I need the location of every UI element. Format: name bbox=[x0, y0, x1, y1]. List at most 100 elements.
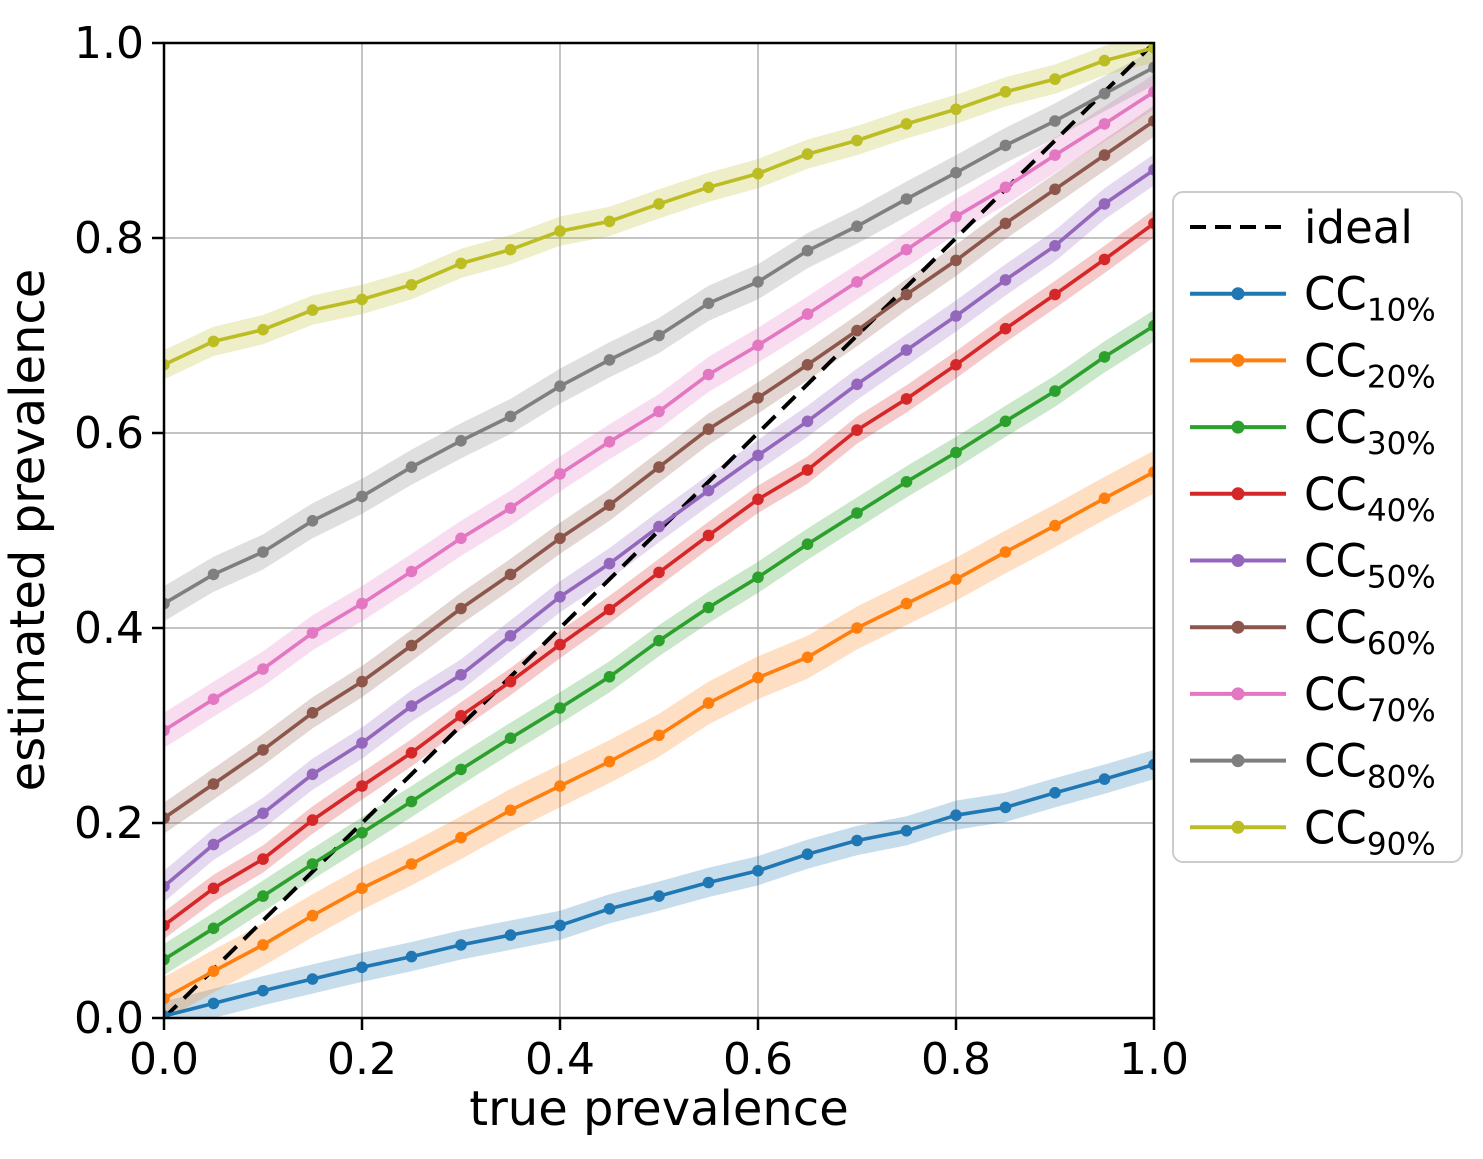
data-point-cc70 bbox=[207, 693, 220, 705]
data-point-cc30 bbox=[702, 601, 715, 614]
data-point-cc60 bbox=[801, 359, 814, 371]
data-point-cc90 bbox=[207, 335, 220, 348]
data-point-cc20 bbox=[405, 858, 418, 870]
legend-label-cc40: CC40% bbox=[1304, 468, 1436, 529]
data-point-cc90 bbox=[950, 103, 962, 116]
data-point-cc10 bbox=[1098, 773, 1111, 785]
data-point-cc50 bbox=[1098, 198, 1111, 210]
data-point-cc40 bbox=[950, 359, 962, 371]
data-point-cc30 bbox=[405, 795, 418, 808]
data-point-cc60 bbox=[603, 499, 616, 511]
data-point-cc90 bbox=[405, 279, 418, 291]
data-point-cc20 bbox=[999, 546, 1012, 558]
data-point-cc90 bbox=[851, 134, 863, 147]
data-point-cc70 bbox=[257, 663, 269, 675]
data-point-cc20 bbox=[1148, 466, 1154, 478]
data-point-cc40 bbox=[801, 464, 814, 476]
legend-marker-cc30 bbox=[1231, 420, 1245, 434]
legend-label-cc80: CC80% bbox=[1304, 735, 1436, 796]
data-point-cc60 bbox=[164, 812, 170, 824]
data-point-cc40 bbox=[164, 919, 170, 932]
data-point-cc70 bbox=[1148, 86, 1154, 98]
data-point-cc50 bbox=[1148, 164, 1154, 176]
data-point-cc80 bbox=[752, 276, 764, 288]
data-point-cc90 bbox=[801, 148, 814, 160]
data-point-cc60 bbox=[554, 532, 566, 545]
data-point-cc10 bbox=[702, 876, 715, 889]
data-point-cc60 bbox=[851, 324, 863, 337]
data-point-cc60 bbox=[950, 254, 962, 267]
data-point-cc90 bbox=[900, 118, 913, 130]
data-point-cc50 bbox=[801, 415, 814, 428]
y-axis-label: estimated prevalence bbox=[0, 269, 56, 792]
data-point-cc40 bbox=[356, 780, 368, 792]
data-point-cc70 bbox=[1098, 118, 1111, 130]
data-point-cc90 bbox=[554, 225, 566, 237]
data-point-cc50 bbox=[752, 449, 764, 462]
data-point-cc80 bbox=[1148, 61, 1154, 74]
data-point-cc10 bbox=[164, 1010, 170, 1018]
data-point-cc20 bbox=[900, 597, 913, 610]
legend-marker-cc60 bbox=[1231, 620, 1245, 634]
data-point-cc50 bbox=[356, 737, 368, 749]
data-point-cc90 bbox=[257, 323, 269, 336]
data-point-cc30 bbox=[504, 732, 517, 744]
legend-marker-cc50 bbox=[1231, 554, 1245, 567]
legend-label-cc90: CC90% bbox=[1304, 801, 1436, 862]
data-point-cc20 bbox=[752, 671, 764, 684]
data-point-cc30 bbox=[257, 890, 269, 902]
data-point-cc40 bbox=[653, 566, 665, 579]
data-point-cc20 bbox=[306, 909, 319, 922]
data-point-cc80 bbox=[702, 297, 715, 310]
data-point-cc30 bbox=[455, 763, 467, 776]
data-point-cc30 bbox=[207, 922, 220, 935]
data-point-cc80 bbox=[653, 329, 665, 342]
y-tick-label: 0.0 bbox=[74, 993, 144, 1044]
data-point-cc20 bbox=[801, 651, 814, 664]
data-point-cc60 bbox=[752, 392, 764, 404]
data-point-cc10 bbox=[1148, 758, 1154, 771]
data-point-cc80 bbox=[1049, 115, 1061, 127]
data-point-cc70 bbox=[900, 243, 913, 256]
data-point-cc70 bbox=[554, 468, 566, 480]
data-point-cc30 bbox=[999, 415, 1012, 428]
data-point-cc20 bbox=[653, 729, 665, 742]
data-point-cc10 bbox=[801, 848, 814, 860]
x-tick-label: 1.0 bbox=[1119, 1034, 1189, 1085]
data-point-cc50 bbox=[207, 838, 220, 851]
data-point-cc40 bbox=[1049, 288, 1061, 301]
data-point-cc70 bbox=[999, 181, 1012, 194]
data-point-cc90 bbox=[653, 198, 665, 210]
data-point-cc70 bbox=[306, 627, 319, 639]
data-point-cc20 bbox=[356, 882, 368, 895]
data-point-cc60 bbox=[653, 461, 665, 473]
data-point-cc50 bbox=[950, 310, 962, 322]
data-point-cc60 bbox=[356, 675, 368, 688]
data-point-cc60 bbox=[1049, 183, 1061, 196]
legend-label-cc30: CC30% bbox=[1304, 401, 1436, 462]
data-point-cc40 bbox=[999, 322, 1012, 335]
data-point-cc10 bbox=[504, 929, 517, 941]
data-point-cc30 bbox=[164, 953, 170, 966]
x-tick-label: 0.8 bbox=[921, 1034, 991, 1085]
data-point-cc50 bbox=[999, 274, 1012, 286]
data-point-cc40 bbox=[1098, 253, 1111, 266]
data-point-cc20 bbox=[554, 780, 566, 792]
data-point-cc20 bbox=[702, 697, 715, 709]
data-point-cc20 bbox=[1098, 492, 1111, 505]
data-point-cc10 bbox=[999, 801, 1012, 814]
data-point-cc90 bbox=[752, 167, 764, 180]
data-point-cc80 bbox=[207, 568, 220, 581]
data-point-cc10 bbox=[356, 961, 368, 974]
data-point-cc10 bbox=[603, 903, 616, 915]
data-point-cc20 bbox=[455, 831, 467, 844]
data-point-cc90 bbox=[702, 181, 715, 194]
data-point-cc20 bbox=[207, 965, 220, 977]
axes-layer: 0.00.0 0.2 0.2 0.4 0.4 0.6 0.6 0.8 0.8 1.0 1.0 bbox=[74, 18, 1189, 1085]
y-tick-label: 0.8 bbox=[74, 213, 144, 264]
data-point-cc50 bbox=[504, 630, 517, 642]
data-point-cc90 bbox=[306, 304, 319, 316]
data-point-cc60 bbox=[1148, 115, 1154, 127]
data-point-cc80 bbox=[999, 139, 1012, 152]
data-point-cc50 bbox=[900, 344, 913, 356]
